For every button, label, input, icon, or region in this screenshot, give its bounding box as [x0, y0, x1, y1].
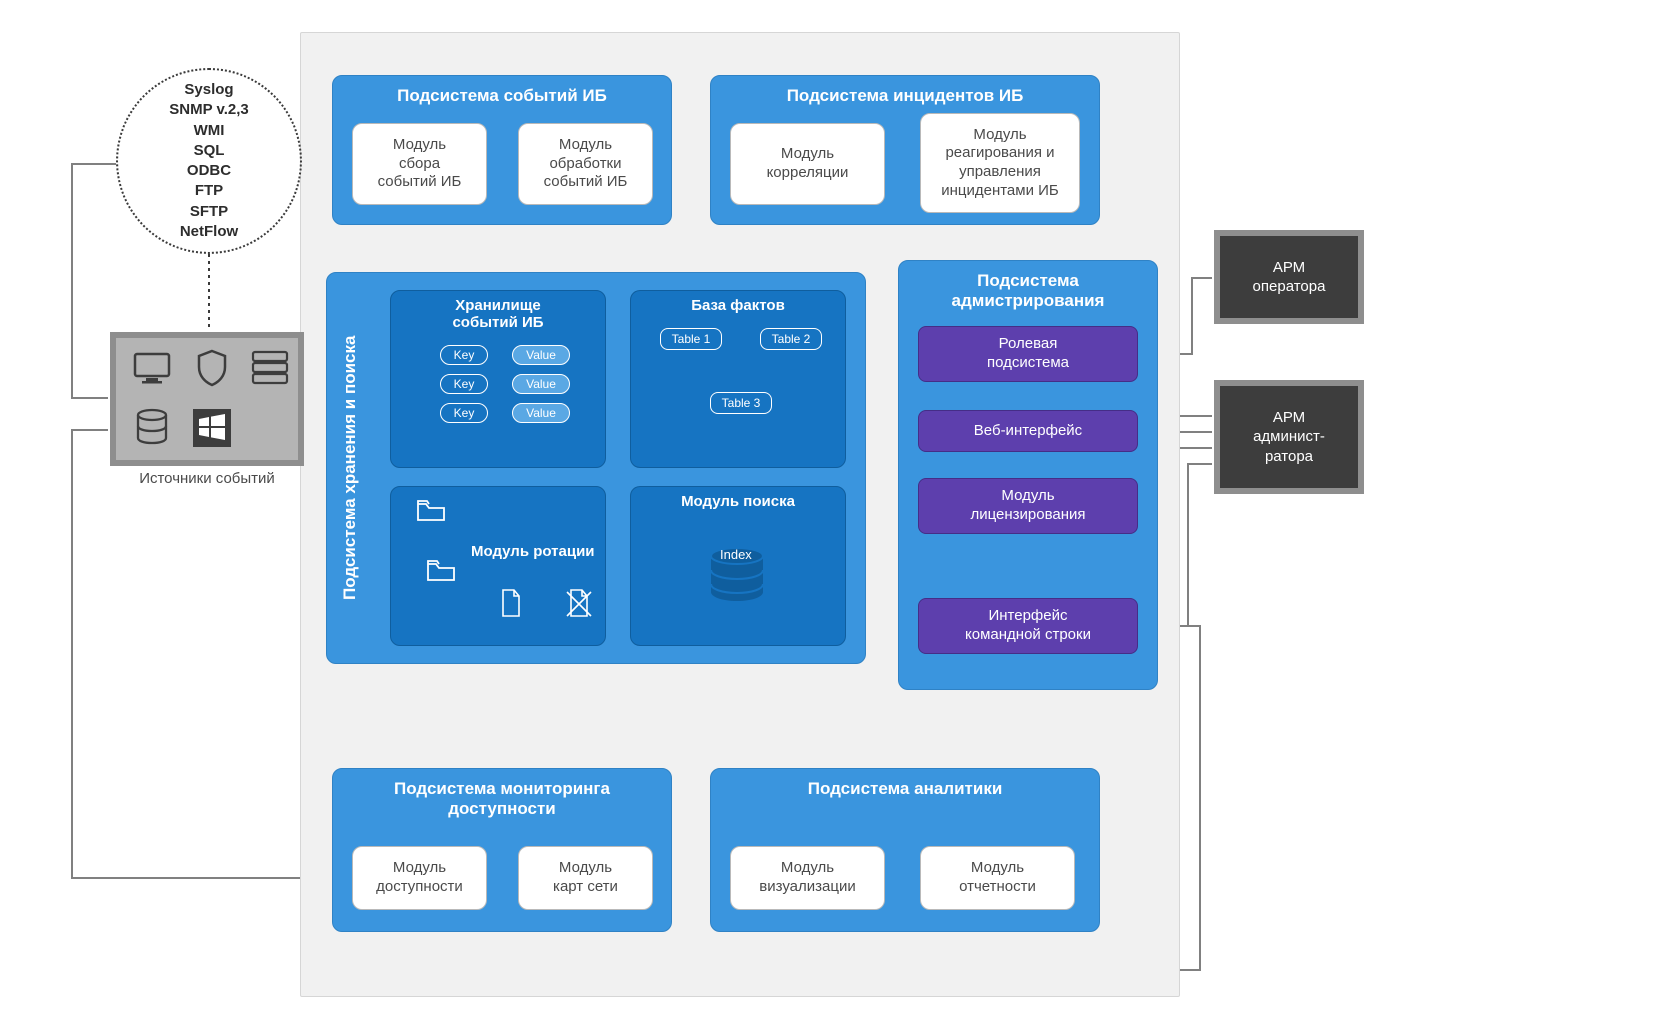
- module-netmap: Модуль карт сети: [518, 846, 653, 910]
- storage-subsystem-title: Подсистема хранения и поиска: [327, 273, 373, 663]
- sources-label: Источники событий: [110, 470, 304, 487]
- index-label: Index: [720, 547, 752, 562]
- protocol-item: ODBC: [187, 161, 231, 181]
- search-panel-title: Модуль поиска: [631, 487, 845, 510]
- windows-icon: [188, 406, 236, 450]
- diagram-stage: Syslog SNMP v.2,3 WMI SQL ODBC FTP SFTP …: [0, 0, 1680, 1031]
- server-icon: [246, 346, 294, 390]
- database-icon: [128, 406, 176, 450]
- storage-facts-panel: База фактов: [630, 290, 846, 468]
- storage-store-panel: Хранилище событий ИБ: [390, 290, 606, 468]
- protocols-circle: Syslog SNMP v.2,3 WMI SQL ODBC FTP SFTP …: [116, 68, 302, 254]
- folder-icon: [426, 558, 456, 587]
- admin-license-module: Модуль лицензирования: [918, 478, 1138, 534]
- facts-table-3: Table 3: [710, 392, 772, 414]
- module-availability: Модуль доступности: [352, 846, 487, 910]
- facts-panel-title: База фактов: [631, 291, 845, 314]
- kv-key: Key: [440, 374, 488, 394]
- arm-admin: АРМ админист- ратора: [1214, 380, 1364, 494]
- events-subsystem-title: Подсистема событий ИБ: [333, 76, 671, 112]
- rotation-panel-title: Модуль ротации: [471, 537, 595, 560]
- facts-table-2: Table 2: [760, 328, 822, 350]
- admin-web-module: Веб-интерфейс: [918, 410, 1138, 452]
- protocol-item: FTP: [195, 181, 223, 201]
- analytics-subsystem-title: Подсистема аналитики: [711, 769, 1099, 805]
- monitoring-subsystem-title: Подсистема мониторинга доступности: [333, 769, 671, 825]
- file-crossed-icon: [566, 588, 592, 623]
- shield-icon: [188, 346, 236, 390]
- admin-subsystem-title: Подсистема адмистрирования: [899, 261, 1157, 317]
- module-reporting: Модуль отчетности: [920, 846, 1075, 910]
- store-panel-title: Хранилище событий ИБ: [391, 291, 605, 331]
- kv-value: Value: [512, 374, 570, 394]
- protocol-item: NetFlow: [180, 222, 238, 242]
- protocol-item: SQL: [194, 141, 225, 161]
- folder-icon: [416, 498, 446, 527]
- module-response: Модуль реагирования и управления инциден…: [920, 113, 1080, 213]
- arm-operator: АРМ оператора: [1214, 230, 1364, 324]
- module-correlation: Модуль корреляции: [730, 123, 885, 205]
- facts-table-1: Table 1: [660, 328, 722, 350]
- file-icon: [500, 588, 522, 623]
- admin-role-module: Ролевая подсистема: [918, 326, 1138, 382]
- protocol-item: SFTP: [190, 202, 228, 222]
- kv-value: Value: [512, 345, 570, 365]
- protocol-item: WMI: [194, 121, 225, 141]
- module-event-process: Модуль обработки событий ИБ: [518, 123, 653, 205]
- protocol-item: SNMP v.2,3: [169, 100, 248, 120]
- admin-cli-module: Интерфейс командной строки: [918, 598, 1138, 654]
- module-visualization: Модуль визуализации: [730, 846, 885, 910]
- monitor-icon: [128, 346, 176, 390]
- kv-key: Key: [440, 345, 488, 365]
- module-event-collect: Модуль сбора событий ИБ: [352, 123, 487, 205]
- kv-key: Key: [440, 403, 488, 423]
- kv-value: Value: [512, 403, 570, 423]
- sources-box: [110, 332, 304, 466]
- protocol-item: Syslog: [184, 80, 233, 100]
- incidents-subsystem-title: Подсистема инцидентов ИБ: [711, 76, 1099, 112]
